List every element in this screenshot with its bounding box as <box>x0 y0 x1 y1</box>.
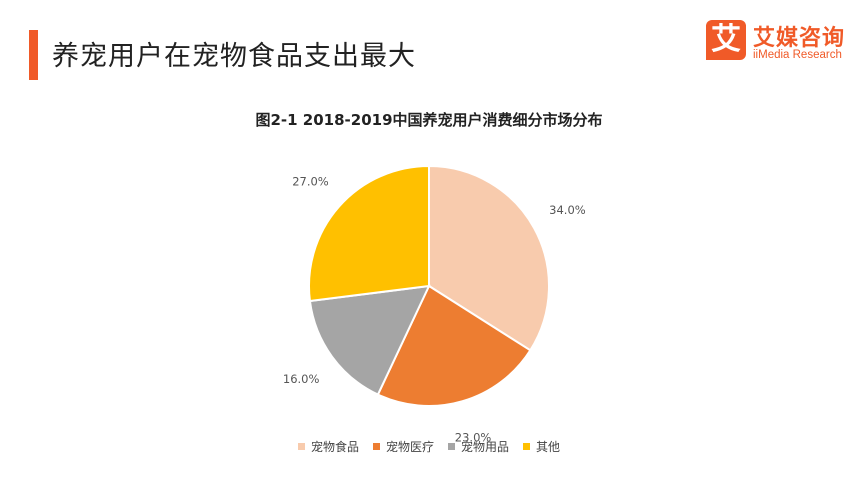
legend-swatch <box>297 443 305 450</box>
slice-data-label: 27.0% <box>292 175 329 189</box>
brand-name-en: iiMedia Research <box>753 49 842 61</box>
legend-item: 宠物食品 <box>297 438 359 455</box>
slice-data-label: 34.0% <box>549 203 586 217</box>
legend-label: 其他 <box>536 440 561 454</box>
legend-swatch <box>372 443 380 450</box>
chart-legend: 宠物食品 宠物医疗 宠物用品 其他 <box>0 438 858 455</box>
legend-item: 其他 <box>523 438 560 455</box>
page-title: 养宠用户在宠物食品支出最大 <box>52 41 416 72</box>
title-accent-bar <box>29 30 38 80</box>
legend-label: 宠物食品 <box>310 440 359 454</box>
pie-slice-1 <box>376 284 532 407</box>
legend-label: 宠物医疗 <box>385 440 434 454</box>
legend-label: 宠物用品 <box>461 440 510 454</box>
legend-item: 宠物用品 <box>448 438 509 455</box>
slice-data-label: 16.0% <box>283 372 320 386</box>
pie-slice-2 <box>308 284 431 396</box>
legend-swatch <box>448 443 455 450</box>
legend-swatch <box>523 443 531 450</box>
brand-logo-block: 艾 艾媒咨询 iiMedia Research <box>706 20 846 70</box>
brand-logo-icon: 艾 <box>706 20 746 60</box>
slice-data-label: 23.0% <box>455 431 492 445</box>
chart-title: 图2-1 2018-2019中国养宠用户消费细分市场分布 <box>255 111 603 129</box>
brand-name-cn: 艾媒咨询 <box>753 26 846 51</box>
legend-item: 宠物医疗 <box>372 438 434 455</box>
pie-slice-3 <box>308 164 430 303</box>
